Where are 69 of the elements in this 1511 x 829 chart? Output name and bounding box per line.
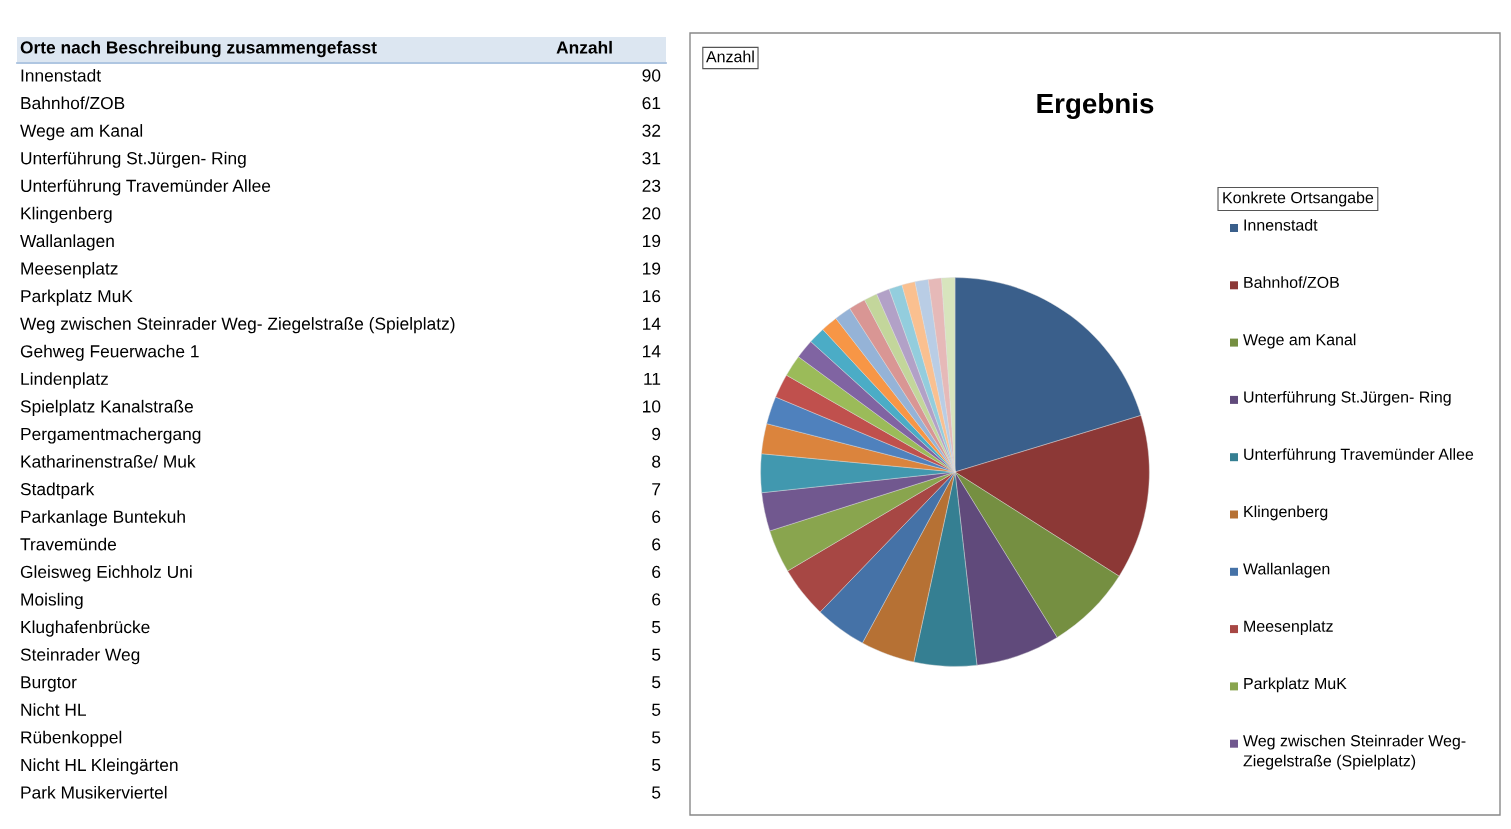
data-label: 10	[643, 400, 661, 413]
data-label: 14	[643, 317, 661, 330]
category-label: Gleisweg Eichholz Uni	[20, 565, 192, 582]
data-label: 23	[642, 179, 661, 192]
category-label: Moisling	[21, 592, 83, 610]
category-label: Wege am Kanal	[20, 124, 143, 141]
data-label: 6	[652, 565, 661, 579]
category-label: Unterführung Travemünder Allee	[21, 179, 271, 196]
category-label: Stadtpark	[20, 482, 95, 499]
legend-label: Bahnhof/ZOB	[1244, 276, 1339, 289]
data-label: 19	[643, 262, 661, 275]
legend-label: Unterführung Travemünder Allee	[1244, 448, 1474, 464]
category-label: Nicht HL	[21, 703, 86, 716]
data-label: 16	[643, 289, 661, 303]
category-label: Weg zwischen Steinrader Weg- Ziegelstraße (Spielplatz)	[20, 317, 455, 334]
text: Orte nach Beschreibung zusammengefasst	[20, 40, 377, 58]
category-label: Spielplatz Kanalstraße	[20, 399, 193, 417]
text: Anzahl	[556, 40, 612, 54]
category-label: Steinrader Weg	[20, 648, 140, 665]
data-label: 11	[644, 372, 661, 385]
legend-label: Wege am Kanal	[1243, 333, 1356, 349]
legend-label: Wallanlagen	[1243, 562, 1330, 578]
legend-label: Parkplatz MuK	[1244, 677, 1347, 693]
category-label: Lindenplatz	[21, 372, 108, 389]
data-label: 5	[652, 758, 661, 772]
category-label: Klughafenbrücke	[21, 620, 150, 637]
data-label: 6	[652, 593, 661, 606]
data-label: 5	[652, 676, 661, 689]
data-label: 20	[642, 207, 661, 220]
category-label: Klingenberg	[21, 206, 112, 223]
data-label: 8	[652, 455, 661, 468]
data-label: 6	[652, 510, 661, 523]
category-label: Travemünde	[20, 537, 117, 551]
data-label: 61	[642, 96, 661, 110]
category-label: Wallanlagen	[20, 234, 114, 251]
data-label: 6	[652, 538, 661, 551]
data-label: 5	[652, 648, 661, 661]
category-label: Pergamentmachergang	[21, 427, 201, 444]
category-label: Rübenkoppel	[21, 730, 122, 747]
category-label: Unterführung St.Jürgen- Ring	[21, 151, 246, 168]
data-label: 5	[652, 703, 661, 716]
data-label: 5	[652, 731, 661, 744]
data-label: 32	[642, 124, 661, 137]
category-label: Katharinenstraße/ Muk	[21, 454, 196, 468]
category-label: Burgtor	[21, 676, 77, 692]
data-label: 7	[652, 483, 661, 496]
legend-label: Klingenberg	[1244, 505, 1328, 521]
legend-label: Innenstadt	[1244, 219, 1318, 231]
data-label: 31	[642, 152, 661, 165]
category-label: Meesenplatz	[21, 261, 118, 279]
data-label: 5	[652, 786, 661, 799]
legend-label: Weg zwischen Steinrader Weg- Ziegelstraße (Spielplatz)	[1243, 734, 1466, 770]
category-label: Nicht HL Kleingärten	[21, 758, 178, 775]
legend-title: Konkrete Ortsangabe	[1223, 191, 1374, 207]
data-label: 5	[652, 621, 661, 634]
legend-label: Unterführung St.Jürgen- Ring	[1244, 390, 1451, 406]
data-label: 19	[643, 234, 661, 248]
category-label: Park Musikerviertel	[21, 785, 167, 799]
text: Anzahl	[706, 50, 754, 63]
category-label: Bahnhof/ZOB	[21, 96, 125, 110]
category-label: Parkanlage Buntekuh	[21, 510, 185, 527]
category-label: Parkplatz MuK	[21, 289, 133, 306]
category-label: Gehweg Feuerwache 1	[20, 344, 199, 361]
data-label: 90	[642, 69, 661, 82]
data-label: 9	[652, 427, 661, 441]
legend-label: Meesenplatz	[1244, 620, 1333, 635]
category-label: Innenstadt	[21, 68, 101, 82]
data-label: 14	[643, 345, 661, 358]
chart-title: Ergebnis	[1037, 92, 1154, 120]
